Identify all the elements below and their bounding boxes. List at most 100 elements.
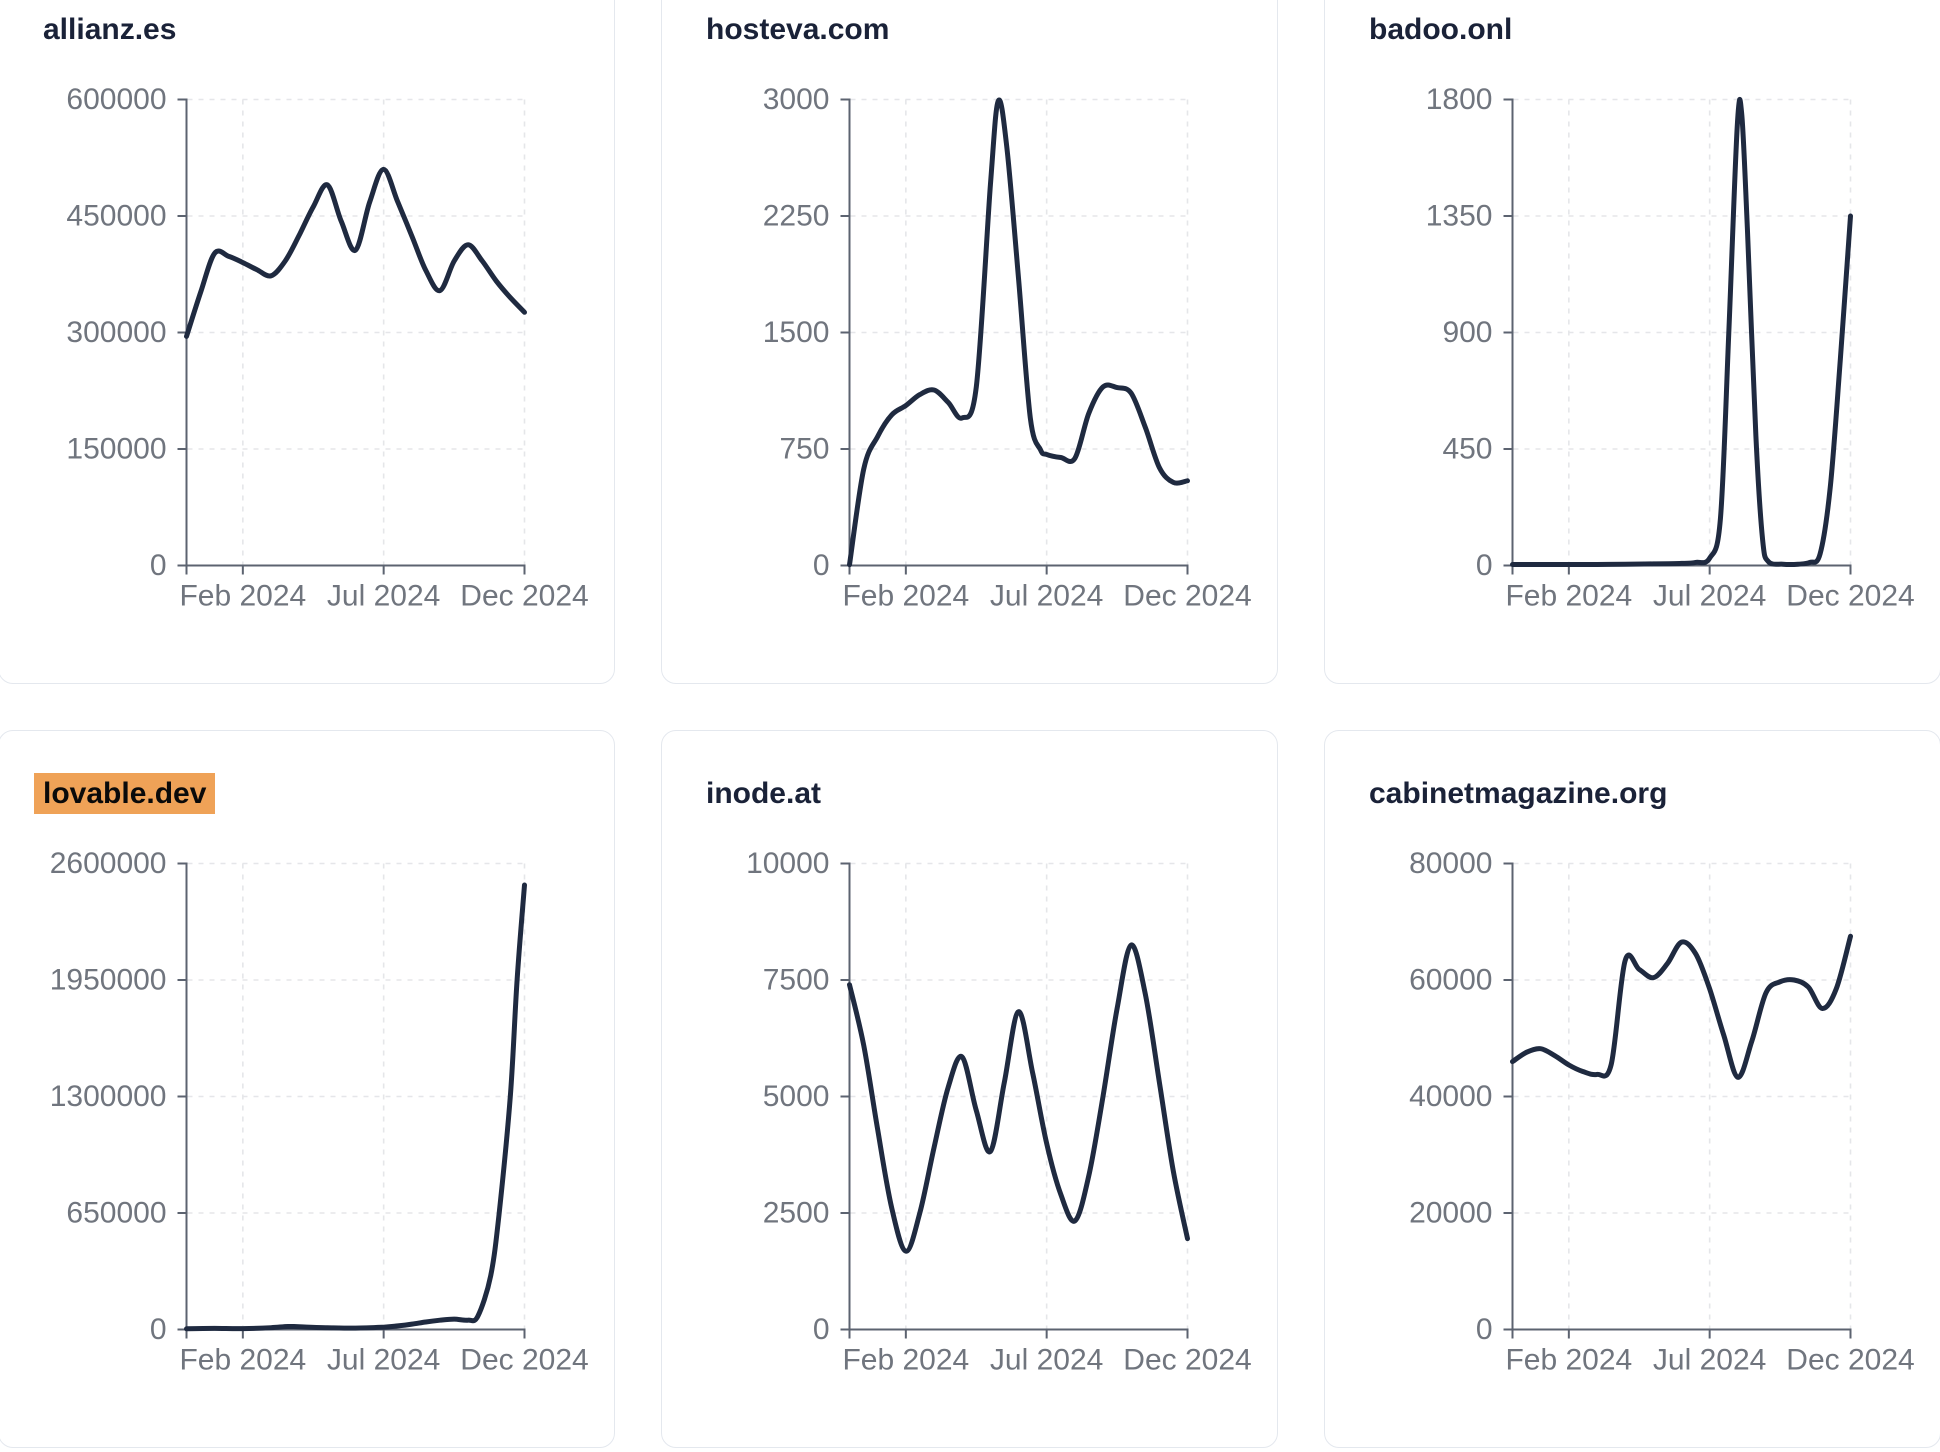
y-tick-label: 650000 [66,1197,166,1230]
line-chart: 0 2500 5000 7500 10000 Feb 2024 Jul 2024 Dec 20… [746,847,1252,1377]
axes [177,98,526,575]
axes [840,862,1189,1339]
line-chart: 0 650000 1300000 1950000 2600000 Feb 2024 Jul … [50,847,589,1377]
y-tick-label: 60000 [1409,964,1492,997]
y-tick-label: 2500 [763,1197,830,1230]
y-tick-label: 300000 [66,316,166,349]
x-axis [1511,1328,1852,1339]
y-tick-label: 7500 [763,964,830,997]
y-tick-label: 3000 [763,83,830,116]
x-tick-label: Feb 2024 [179,580,306,613]
gridlines [850,862,1189,1329]
x-tick-label: Dec 2024 [460,580,588,613]
tick-labels: 0 750 1500 2250 3000 Feb 2024 Jul 2024 Dec 2024 [763,83,1252,613]
axes [1503,98,1852,575]
tick-labels: 0 20000 40000 60000 80000 Feb 2024 Jul 2024 Dec… [1409,847,1915,1377]
tick-labels: 0 2500 5000 7500 10000 Feb 2024 Jul 2024 Dec 20… [746,847,1252,1377]
x-axis [848,564,1189,575]
domain-title[interactable]: badoo.onl [1369,13,1512,47]
series-line [847,942,1190,1254]
x-tick-label: Feb 2024 [179,1344,306,1377]
y-tick-label: 2600000 [50,847,167,880]
y-tick-label: 10000 [746,847,829,880]
axes [840,98,1189,575]
x-axis [185,564,526,575]
y-tick-label: 750 [779,433,829,466]
y-tick-label: 1350 [1426,200,1493,233]
y-tick-label: 0 [150,549,167,582]
x-tick-label: Dec 2024 [460,1344,588,1377]
x-tick-label: Feb 2024 [842,1344,969,1377]
y-tick-label: 600000 [66,83,166,116]
gridlines [1513,862,1852,1329]
gridlines [187,862,526,1329]
tick-labels: 0 650000 1300000 1950000 2600000 Feb 2024 Jul … [50,847,589,1377]
chart-card-cabinetmagazine-org: cabinetmagazine.org 0 20000 40000 60000 8000… [1324,730,1940,1448]
series-line [847,97,1190,568]
y-tick-label: 450000 [66,200,166,233]
domain-title-text[interactable]: badoo.onl [1369,13,1513,46]
chart-card-inode-at: inode.at 0 2500 5000 7500 10000 Feb 2024 Jul 2… [661,730,1278,1448]
domain-title[interactable]: lovable.dev [34,773,216,814]
y-tick-label: 0 [813,1313,830,1346]
chart-card-allianz-es: allianz.es 0 150000 300000 450000 600000 Feb … [0,0,615,684]
domain-title-text[interactable]: hosteva.com [706,13,890,46]
x-tick-label: Dec 2024 [1786,1344,1914,1377]
x-tick-label: Feb 2024 [842,580,969,613]
line-chart: 0 750 1500 2250 3000 Feb 2024 Jul 2024 Dec 2024 [763,83,1252,613]
y-tick-label: 80000 [1409,847,1492,880]
domain-title[interactable]: allianz.es [43,13,176,47]
tick-labels: 0 450 900 1350 1800 Feb 2024 Jul 2024 Dec 2024 [1426,83,1915,613]
y-tick-label: 900 [1442,316,1492,349]
gridlines [1513,98,1852,565]
y-tick-label: 1950000 [50,964,167,997]
y-tick-label: 2250 [763,200,830,233]
gridlines [187,98,526,565]
y-tick-label: 450 [1442,433,1492,466]
series-line [184,882,527,1332]
y-tick-label: 150000 [66,433,166,466]
x-tick-label: Feb 2024 [1505,1344,1632,1377]
x-axis [848,1328,1189,1339]
domain-title[interactable]: inode.at [706,777,821,811]
line-chart: 0 20000 40000 60000 80000 Feb 2024 Jul 2024 Dec… [1409,847,1915,1377]
tick-labels: 0 150000 300000 450000 600000 Feb 2024 Jul 202… [66,83,588,613]
y-tick-label: 1300000 [50,1080,167,1113]
x-tick-label: Dec 2024 [1123,1344,1251,1377]
y-tick-label: 1500 [763,316,830,349]
y-tick-label: 5000 [763,1080,830,1113]
x-tick-label: Feb 2024 [1505,580,1632,613]
domain-title-text[interactable]: inode.at [706,777,822,810]
x-tick-label: Jul 2024 [1653,580,1766,613]
chart-card-lovable-dev: lovable.dev 0 650000 1300000 1950000 2600000… [0,730,615,1448]
x-tick-label: Dec 2024 [1786,580,1914,613]
y-tick-label: 1800 [1426,83,1493,116]
domain-title[interactable]: cabinetmagazine.org [1369,777,1667,811]
chart-card-hosteva-com: hosteva.com 0 750 1500 2250 3000 Feb 2024 Jul … [661,0,1278,684]
domain-title-text[interactable]: lovable.dev [34,773,216,814]
domain-title-text[interactable]: cabinetmagazine.org [1369,777,1668,810]
x-tick-label: Jul 2024 [990,580,1103,613]
x-tick-label: Jul 2024 [1653,1344,1766,1377]
y-tick-label: 20000 [1409,1197,1492,1230]
gridlines [850,98,1189,565]
y-tick-label: 0 [1476,549,1493,582]
x-tick-label: Jul 2024 [327,580,440,613]
line-chart: 0 450 900 1350 1800 Feb 2024 Jul 2024 Dec 2024 [1426,83,1915,613]
chart-card-badoo-onl: badoo.onl 0 450 900 1350 1800 Feb 2024 Jul 202… [1324,0,1940,684]
series-line [1510,933,1853,1080]
axes [1503,862,1852,1339]
x-tick-label: Jul 2024 [327,1344,440,1377]
line-chart: 0 150000 300000 450000 600000 Feb 2024 Jul 202… [66,83,588,613]
y-tick-label: 40000 [1409,1080,1492,1113]
x-tick-label: Jul 2024 [990,1344,1103,1377]
y-tick-label: 0 [1476,1313,1493,1346]
domain-title[interactable]: hosteva.com [706,13,889,47]
series-line [1510,96,1853,568]
y-tick-label: 0 [150,1313,167,1346]
series-line [184,166,527,339]
axes [177,862,526,1339]
domain-title-text[interactable]: allianz.es [43,13,177,46]
y-tick-label: 0 [813,549,830,582]
